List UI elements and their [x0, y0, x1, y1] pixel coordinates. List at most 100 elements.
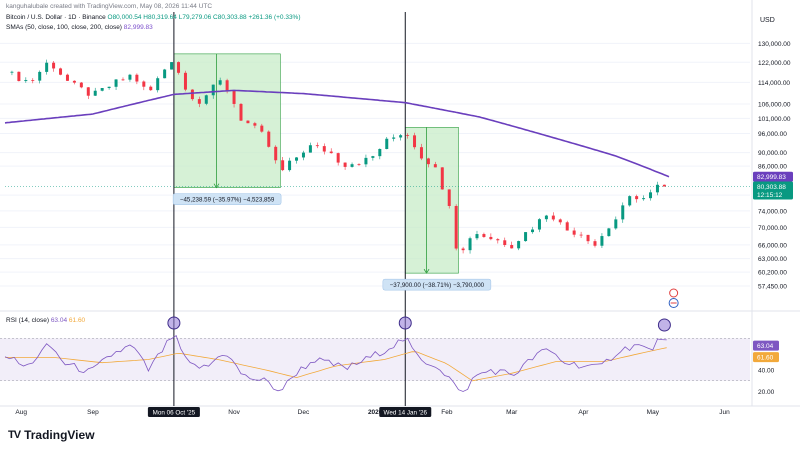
sma-price-badge — [753, 171, 793, 182]
candle-body — [38, 71, 42, 81]
candle-body — [281, 160, 285, 171]
time-axis[interactable]: Aug Sep Nov Dec 2026 Feb Mar Apr May Jun Mon 06 Oc… — [15, 407, 730, 417]
candle-body — [100, 88, 104, 91]
date-marker-badge — [147, 407, 200, 417]
candle-body — [642, 198, 646, 200]
sma-legend-value: 82,999.83 — [123, 24, 153, 31]
tradingview-logo[interactable]: TV TradingView — [8, 428, 95, 442]
candle-body — [447, 189, 451, 206]
candle-body — [59, 68, 63, 75]
candle-body — [468, 238, 472, 251]
measure-label-text: −45,238.59 (−35.97%) −4,523,859 — [180, 196, 275, 203]
candle-body — [72, 80, 76, 83]
candle-body — [579, 234, 583, 236]
date-marker-badge — [379, 407, 432, 417]
candle-body — [655, 184, 659, 193]
candle-body — [183, 72, 187, 90]
candle-body — [364, 157, 368, 165]
time-tick-label: Aug — [15, 409, 27, 416]
price-tick-label: 74,000.00 — [758, 208, 787, 215]
candle-body — [190, 89, 194, 100]
measure-arrow-head — [213, 183, 220, 189]
candle-body — [135, 74, 139, 82]
price-tick-label: 130,000.00 — [758, 41, 791, 48]
candle-body — [156, 78, 160, 91]
candle-body — [419, 147, 423, 159]
currency-label[interactable]: USD — [760, 17, 775, 24]
candle-body — [503, 240, 507, 246]
candle-body — [65, 74, 69, 81]
price-tick-label: 70,000.00 — [758, 225, 787, 232]
candle-body — [510, 245, 514, 249]
candle-body — [121, 79, 125, 81]
candle-body — [433, 164, 437, 168]
candle-body — [86, 87, 90, 96]
candle-body — [52, 62, 56, 69]
time-tick-label: May — [647, 409, 660, 416]
tradingview-logo-text: TradingView — [24, 428, 95, 442]
price-tick-label: 106,000.00 — [758, 102, 791, 109]
price-tick-label: 86,000.00 — [758, 164, 787, 171]
ohlc-values: O80,000.54 H80,319.64 L79,279.06 C80,303… — [107, 14, 301, 21]
candle-body — [440, 167, 444, 190]
sma-200-line — [4, 89, 670, 178]
candle-body — [482, 234, 486, 237]
date-marker-badge-text: Wed 14 Jan '26 — [384, 409, 428, 416]
candle-body — [17, 71, 21, 82]
rsi-highlight-circle — [167, 316, 181, 330]
rsi-ma-path — [5, 347, 667, 382]
candle-body — [475, 234, 479, 239]
measure-box — [173, 53, 281, 188]
rsi-path — [4, 334, 667, 392]
time-tick-label: Dec — [298, 409, 310, 416]
candle-body — [600, 236, 604, 246]
rsi-value-badge-text: 63.04 — [757, 343, 774, 350]
time-tick-label: 2026 — [368, 409, 383, 416]
time-tick-label: Mar — [506, 409, 518, 416]
candle-body — [149, 86, 153, 91]
symbol-name[interactable]: Bitcoin / U.S. Dollar · 1D · Binance — [6, 14, 106, 21]
candle-body — [329, 151, 333, 154]
symbol-header[interactable]: Bitcoin / U.S. Dollar · 1D · Binance O80… — [6, 14, 301, 21]
price-tick-label: 114,000.00 — [758, 80, 790, 87]
candle-body — [565, 222, 569, 231]
candle-body — [197, 99, 201, 104]
created-by-text: kanguhalubale created with TradingView.c… — [6, 3, 213, 10]
candle-body — [426, 158, 430, 165]
candle-body — [45, 62, 49, 72]
candle-body — [350, 164, 354, 167]
rsi-band — [0, 338, 750, 381]
candle-body — [371, 156, 375, 158]
candle-body — [10, 71, 14, 73]
candle-body — [218, 80, 222, 85]
candle-body — [489, 236, 493, 240]
candle-body — [239, 103, 243, 121]
price-tick-label: 57,450.00 — [758, 284, 787, 291]
candle-body — [225, 80, 229, 91]
price-tick-label: 96,000.00 — [758, 131, 787, 138]
candle-body — [31, 80, 35, 81]
candle-body — [621, 205, 625, 220]
candle-body — [413, 135, 417, 148]
sma-legend[interactable]: SMAs (50, close, 100, close, 200, close)… — [6, 24, 153, 31]
rsi-highlight-circle — [657, 318, 671, 332]
rsi-ma-badge-text: 61.60 — [757, 355, 774, 362]
price-tick-label: 101,000.00 — [758, 116, 791, 123]
rsi-legend[interactable]: RSI (14, close) 63.04 61.60 — [6, 317, 85, 324]
rsi-value-badge — [753, 340, 779, 351]
price-axis[interactable]: 130,000.00 122,000.00 114,000.00 106,000.00… — [5, 41, 793, 396]
candle-body — [343, 162, 347, 167]
candle-body — [517, 241, 521, 249]
candle-body — [274, 146, 278, 161]
candle-body — [385, 138, 389, 150]
candle-body — [607, 228, 611, 237]
price-tick-label: 60,200.00 — [758, 270, 787, 277]
candle-body — [322, 146, 326, 152]
rsi-ma-legend-value: 61.60 — [68, 317, 86, 324]
measure-label-bg — [172, 193, 282, 205]
candle-body — [246, 120, 250, 124]
time-tick-label: Nov — [228, 409, 240, 416]
rsi-ma-badge — [753, 352, 779, 363]
candle-body — [461, 248, 465, 251]
